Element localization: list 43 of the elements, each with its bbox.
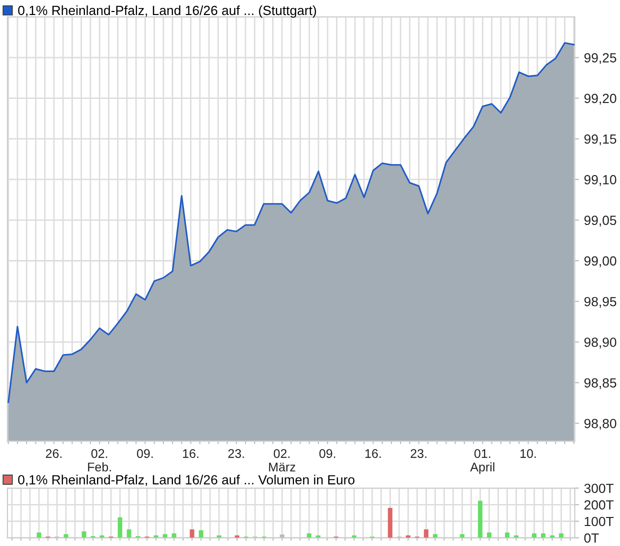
bar — [280, 534, 284, 538]
bar — [460, 534, 464, 538]
x-tick-label: 02. März — [269, 449, 296, 472]
y-tick-label: 100T — [584, 516, 614, 526]
bar — [424, 529, 428, 538]
bar — [162, 534, 168, 538]
x-tick-label: 09. — [136, 449, 153, 458]
bar — [478, 500, 482, 538]
x-tick-label: 09. — [319, 449, 336, 458]
y-tick-label: 99,25 — [584, 53, 616, 64]
x-tick-label: 16. — [365, 449, 381, 458]
legend-label: 0,1% Rheinland-Pfalz, Land 16/26 auf ... (Stuttgart) — [18, 5, 316, 18]
x-tick-label: 26. — [46, 449, 62, 458]
x-tick-label: 23. — [410, 449, 426, 458]
bar — [198, 530, 204, 538]
y-tick-label: 99,20 — [584, 94, 616, 105]
y-tick-label: 99,05 — [584, 216, 616, 227]
bar — [118, 517, 122, 538]
bar — [126, 529, 132, 538]
x-tick-label: 16. — [183, 449, 198, 458]
y-tick-label: 98,95 — [584, 296, 616, 308]
bar — [82, 531, 86, 538]
bar — [486, 532, 492, 538]
y-tick-label: 99,10 — [584, 175, 616, 186]
legend-label: 0,1% Rheinland-Pfalz, Land 16/26 auf ... Volumen in Euro — [18, 474, 354, 486]
y-tick-label: 99,15 — [584, 134, 616, 146]
y-tick-label: 0T — [584, 533, 599, 543]
x-tick-label: 01. April — [470, 449, 494, 474]
bar — [388, 508, 392, 538]
y-tick-label: 98,80 — [584, 418, 616, 430]
bar — [190, 529, 194, 538]
bar — [504, 532, 510, 538]
x-tick-label: 02. Feb. — [88, 449, 111, 472]
y-tick-label: 300T — [584, 484, 614, 494]
y-tick-label: 200T — [584, 500, 614, 510]
bar — [36, 532, 42, 538]
y-tick-label: 98,90 — [584, 338, 616, 348]
x-tick-label: 10. — [520, 449, 536, 458]
bar — [64, 534, 68, 538]
x-tick-label: 23. — [228, 449, 244, 458]
bar — [432, 534, 438, 538]
y-tick-label: 98,85 — [584, 378, 616, 390]
y-tick-label: 99,00 — [584, 256, 616, 268]
